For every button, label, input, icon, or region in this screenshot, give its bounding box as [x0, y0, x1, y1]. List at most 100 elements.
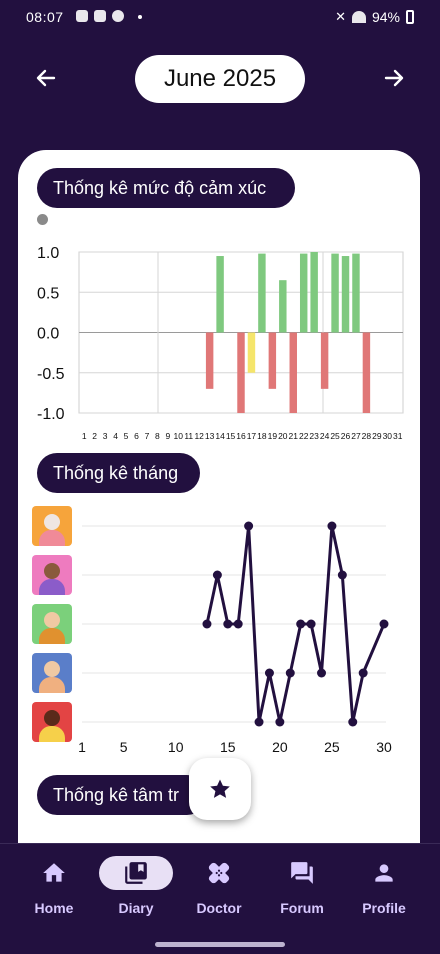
- x-tick-label: 15: [220, 739, 236, 755]
- x-tick-label: 18: [257, 431, 267, 441]
- tab-profile[interactable]: Profile: [343, 856, 425, 926]
- positive-bar: [341, 256, 350, 333]
- monthly-line-chart: 1 5 10 15 20 25 30: [78, 521, 392, 755]
- positive-bar: [299, 253, 308, 333]
- x-tick-label: 22: [299, 431, 309, 441]
- mood-point: [379, 619, 389, 629]
- x-tick-label: 7: [145, 431, 150, 441]
- diary-icon: [125, 862, 147, 884]
- x-tick-label: 20: [272, 739, 288, 755]
- doctor-icon: [208, 862, 230, 884]
- next-month-button[interactable]: [376, 60, 412, 96]
- arrow-right-icon: [384, 69, 404, 87]
- home-indicator[interactable]: [155, 942, 285, 947]
- mood-point: [337, 570, 347, 580]
- month-label: June 2025: [163, 65, 277, 92]
- very-happy-avatar: [32, 506, 72, 546]
- previous-month-button[interactable]: [28, 60, 64, 96]
- y-tick-label: -1.0: [37, 406, 65, 423]
- x-tick-label: 1: [78, 739, 86, 755]
- neutral-avatar: [32, 604, 72, 644]
- x-tick-label: 15: [226, 431, 236, 441]
- y-tick-label: 1.0: [37, 245, 59, 262]
- mood-point: [327, 521, 337, 531]
- mood-point: [223, 619, 233, 629]
- positive-bar: [216, 256, 224, 333]
- tab-forum-label: Forum: [280, 900, 324, 916]
- tab-doctor[interactable]: Doctor: [178, 856, 260, 926]
- x-tick-label: 2: [92, 431, 97, 441]
- x-tick-label: 9: [165, 431, 170, 441]
- x-tick-label: 20: [278, 431, 288, 441]
- emotion-level-title: Thống kê mức độ cảm xúc: [53, 177, 267, 198]
- mood-point: [233, 619, 243, 629]
- monthly-stats-title: Thống kê tháng: [53, 462, 179, 483]
- x-tick-label: 14: [215, 431, 225, 441]
- x-tick-label: 30: [376, 739, 392, 755]
- star-icon: [210, 779, 230, 798]
- x-tick-label: 29: [372, 431, 382, 441]
- more-notifications-icon: [138, 15, 142, 19]
- x-tick-label: 21: [289, 431, 299, 441]
- negative-bar: [289, 332, 297, 413]
- x-tick-label: 1: [82, 431, 87, 441]
- mood-point: [296, 619, 306, 629]
- x-tick-label: 19: [268, 431, 278, 441]
- notification-icon: [76, 10, 88, 22]
- x-tick-label: 30: [383, 431, 393, 441]
- angry-avatar: [32, 702, 72, 742]
- forum-icon: [291, 862, 313, 884]
- status-time: 08:07: [26, 9, 64, 25]
- x-tick-label: 25: [330, 431, 340, 441]
- x-tick-label: 8: [155, 431, 160, 441]
- x-tick-label: 6: [134, 431, 139, 441]
- tab-forum[interactable]: Forum: [261, 856, 343, 926]
- x-tick-label: 12: [194, 431, 204, 441]
- home-icon: [43, 863, 65, 882]
- mood-point: [358, 668, 368, 678]
- favorite-button[interactable]: [189, 758, 251, 820]
- positive-bar: [310, 252, 318, 333]
- negative-bar: [205, 332, 214, 389]
- x-tick-label: 28: [362, 431, 372, 441]
- mood-point: [254, 717, 264, 727]
- emotion-level-heading: Thống kê mức độ cảm xúc: [37, 168, 295, 208]
- mood-stats-title: Thống kê tâm tr: [53, 784, 180, 805]
- gallery-icon: [94, 10, 106, 22]
- mood-point: [275, 717, 285, 727]
- x-tick-label: 25: [324, 739, 340, 755]
- tab-diary-label: Diary: [118, 900, 154, 916]
- tab-home[interactable]: Home: [13, 856, 95, 926]
- x-tick-label: 10: [168, 739, 184, 755]
- x-tick-label: 10: [174, 431, 184, 441]
- x-tick-label: 16: [236, 431, 246, 441]
- emotion-bar-chart: 1.00.50.0-0.5-1.01 2 3 4 5 6 7 8 9 10 11 12 13 14 15 16…: [37, 245, 404, 441]
- tab-doctor-label: Doctor: [196, 900, 242, 916]
- mood-stats-heading: Thống kê tâm tr: [37, 775, 207, 815]
- mood-point: [212, 570, 222, 580]
- negative-bar: [268, 332, 277, 389]
- mood-point: [306, 619, 316, 629]
- x-tick-label: 24: [320, 431, 330, 441]
- messenger-icon: [112, 10, 124, 22]
- mood-point: [285, 668, 295, 678]
- y-tick-label: -0.5: [37, 366, 65, 383]
- x-tick-label: 5: [124, 431, 129, 441]
- x-tick-label: 3: [103, 431, 108, 441]
- bottom-navigation: Home Diary Doctor: [0, 843, 440, 954]
- positive-bar: [331, 253, 339, 333]
- x-tick-label: 23: [309, 431, 319, 441]
- month-selector[interactable]: June 2025: [135, 55, 305, 103]
- mood-point: [264, 668, 274, 678]
- tab-diary[interactable]: Diary: [95, 856, 177, 926]
- legend-dot: [37, 214, 48, 225]
- monthly-stats-heading: Thống kê tháng: [37, 453, 200, 493]
- tab-home-label: Home: [34, 900, 74, 916]
- mute-icon: ✕: [335, 9, 346, 24]
- tab-profile-label: Profile: [362, 900, 406, 916]
- mood-point: [244, 521, 254, 531]
- arrow-left-icon: [36, 69, 56, 87]
- positive-bar: [279, 280, 287, 333]
- y-tick-label: 0.5: [37, 285, 59, 302]
- battery-level: 94%: [371, 9, 400, 25]
